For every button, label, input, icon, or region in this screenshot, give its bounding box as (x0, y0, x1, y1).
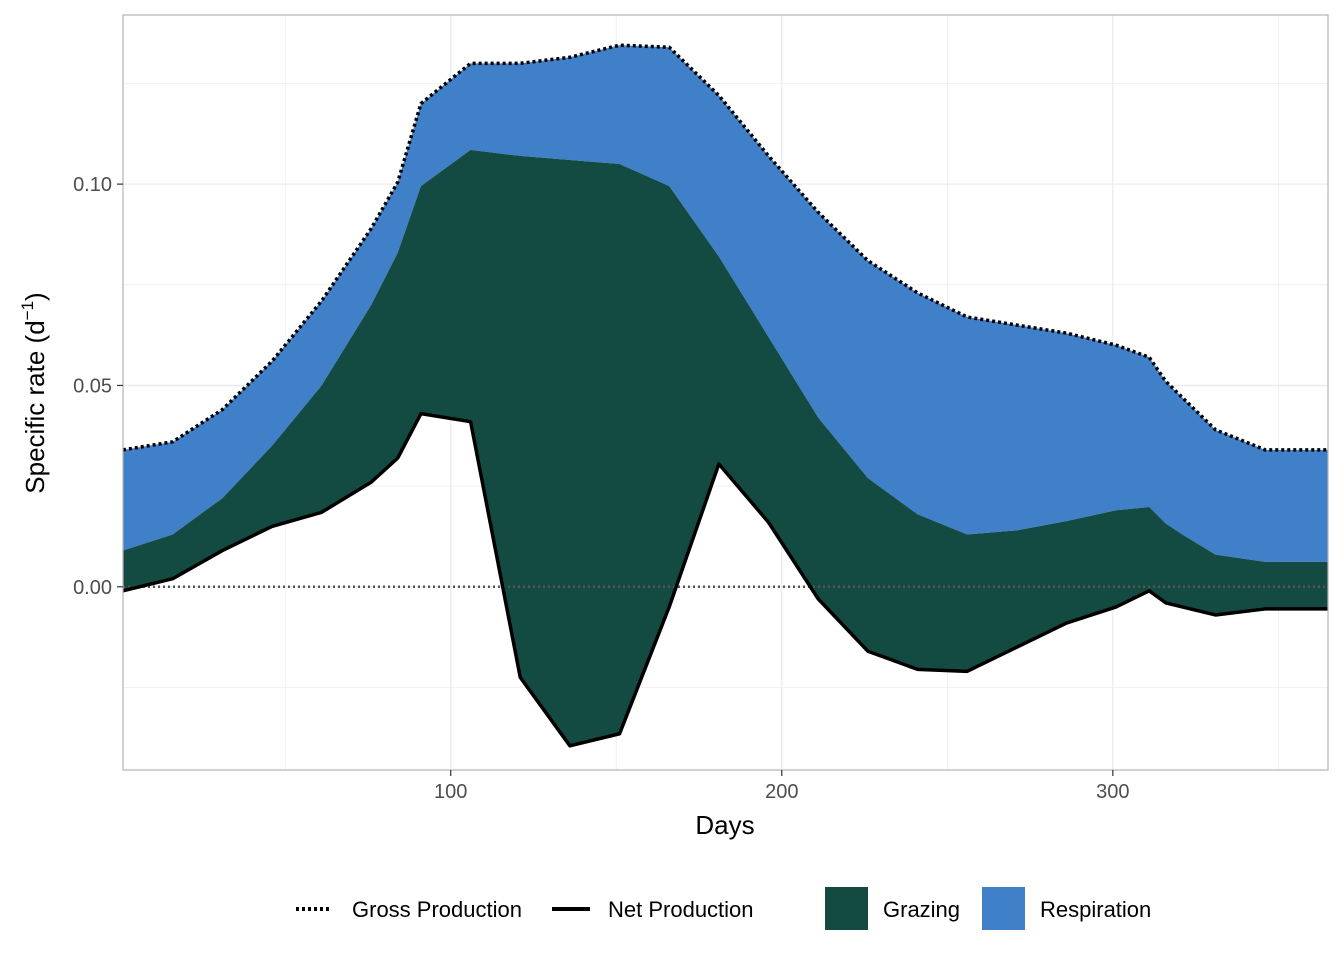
y-axis-ticks: 0.00 0.05 0.10 (73, 174, 123, 599)
y-tick-label: 0.00 (73, 577, 112, 599)
y-axis-title-text: Specific rate (d (20, 320, 50, 493)
x-axis-title: Days (695, 810, 754, 840)
y-tick-label: 0.10 (73, 174, 112, 196)
x-tick-label: 200 (765, 781, 798, 803)
respiration-area (123, 45, 1328, 562)
gross-production-line (122, 43, 1328, 452)
legend-key-grazing (825, 887, 868, 930)
y-axis-title: Specific rate (d−1) (18, 292, 50, 493)
x-tick-label: 300 (1096, 781, 1129, 803)
legend-label-net-production: Net Production (608, 897, 754, 922)
legend-key-respiration (982, 887, 1025, 930)
stacked-areas (123, 45, 1328, 746)
production-lines (122, 43, 1328, 748)
y-axis-title-exponent: −1 (18, 301, 37, 320)
panel-border (122, 14, 1329, 771)
legend-label-grazing: Grazing (883, 897, 960, 922)
x-tick-label: 100 (434, 781, 467, 803)
legend-label-gross-production: Gross Production (352, 897, 522, 922)
legend-label-respiration: Respiration (1040, 897, 1151, 922)
grazing-area (123, 149, 1328, 746)
y-tick-label: 0.05 (73, 375, 112, 397)
x-axis-ticks: 100 200 300 (434, 770, 1130, 803)
y-axis-title-close: ) (20, 292, 50, 301)
net-production-line (122, 411, 1328, 748)
legend: Gross Production Net Production Grazing … (296, 887, 1151, 930)
